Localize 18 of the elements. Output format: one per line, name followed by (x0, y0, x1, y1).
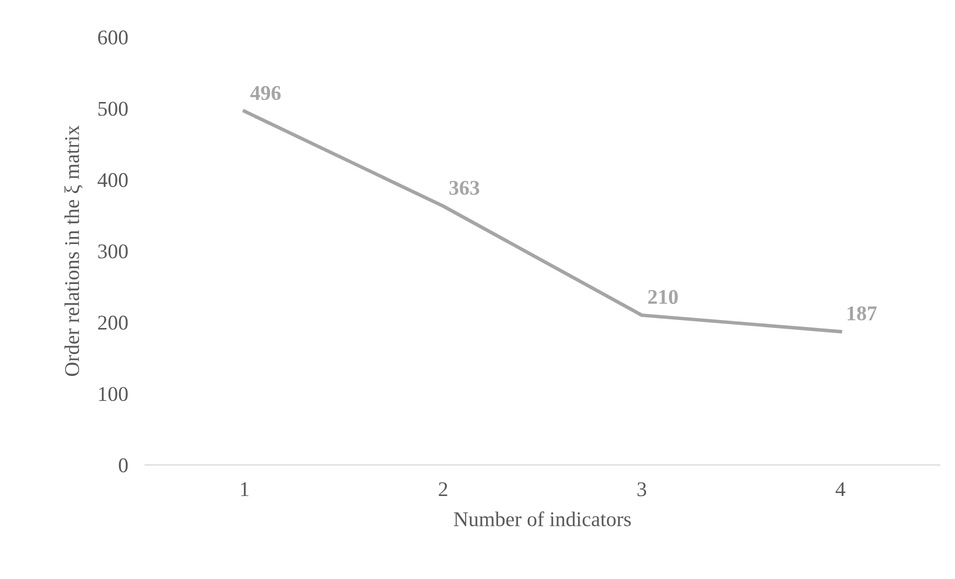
x-tick-label: 3 (638, 482, 646, 496)
y-tick-label: 300 (98, 244, 128, 258)
data-label: 496 (250, 86, 281, 100)
x-tick-label: 1 (241, 482, 248, 496)
data-label: 187 (848, 306, 877, 320)
x-tick-label: 4 (836, 482, 846, 496)
x-tick-label: 2 (438, 482, 448, 496)
y-tick-label: 0 (118, 458, 128, 472)
y-tick-label: 400 (98, 173, 128, 188)
line-series (242, 109, 842, 334)
data-label: 210 (648, 290, 678, 304)
y-tick-label: 600 (98, 30, 128, 44)
y-tick-label: 200 (98, 316, 128, 330)
y-tick-label: 500 (98, 102, 128, 116)
y-tick-label: 100 (99, 387, 128, 402)
data-label: 363 (449, 180, 480, 195)
y-axis-title: Order relations in the ξ matrix (64, 125, 83, 376)
x-axis-title: Number of indicators (454, 511, 631, 526)
